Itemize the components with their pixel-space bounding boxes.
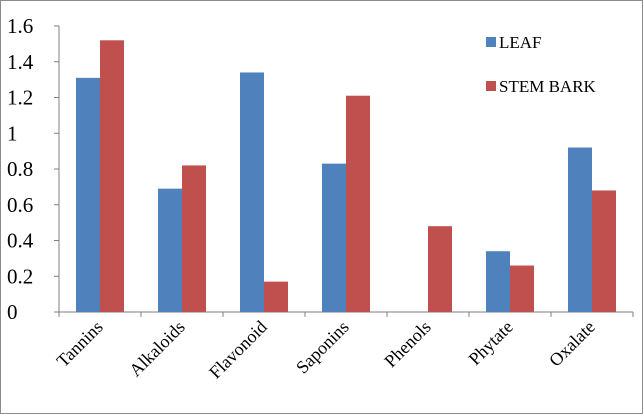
- bar-stem-bark-alkaloids: [182, 165, 206, 312]
- x-category-label: Phytate: [465, 317, 517, 369]
- y-tick-label: 1: [7, 121, 18, 145]
- bar-stem-bark-flavonoid: [264, 281, 288, 312]
- y-tick-label: 1.4: [7, 50, 34, 74]
- axes: [54, 25, 634, 317]
- bar-leaf-phytate: [486, 251, 510, 312]
- bar-stem-bark-phytate: [510, 265, 534, 312]
- y-tick-label: 0.6: [7, 193, 33, 217]
- bar-leaf-saponins: [322, 163, 346, 312]
- y-tick-label: 1.2: [7, 86, 33, 110]
- legend-swatch: [486, 37, 496, 47]
- x-category-label: Tannins: [53, 317, 107, 371]
- x-category-label: Phenols: [380, 317, 434, 371]
- legend: LEAF STEM BARK: [486, 33, 597, 96]
- bar-leaf-alkaloids: [158, 188, 182, 312]
- y-tick-label: 1.6: [7, 14, 33, 38]
- bar-leaf-tannins: [76, 77, 100, 313]
- bar-stem-bark-saponins: [346, 95, 370, 313]
- y-tick-label: 0.2: [7, 264, 33, 288]
- y-tick-label: 0.8: [7, 157, 33, 181]
- bar-stem-bark-phenols: [428, 226, 452, 312]
- legend-swatch: [486, 81, 496, 91]
- bar-leaf-oxalate: [568, 147, 592, 312]
- bar-stem-bark-oxalate: [592, 190, 616, 312]
- legend-label: STEM BARK: [499, 77, 597, 96]
- x-category-label: Saponins: [292, 317, 353, 378]
- x-category-label: Flavonoid: [205, 317, 271, 383]
- y-tick-label: 0.4: [7, 229, 34, 253]
- x-category-label: Alkaloids: [125, 317, 189, 381]
- bar-stem-bark-tannins: [100, 40, 124, 313]
- category-labels: Tannins Alkaloids Flavonoid Saponins Phenols…: [53, 317, 599, 383]
- y-tick-label: 0: [7, 300, 18, 324]
- y-tick-labels: 0 0.2 0.4 0.6 0.8 1 1.2 1.4 1.6: [7, 14, 34, 324]
- x-category-label: Oxalate: [545, 317, 599, 371]
- bar-leaf-flavonoid: [240, 72, 264, 312]
- bars: [76, 40, 616, 313]
- legend-label: LEAF: [499, 33, 542, 52]
